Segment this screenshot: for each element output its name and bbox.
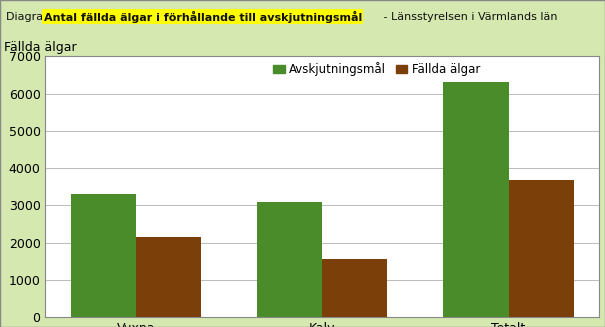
Legend: Avskjutningsmål, Fällda älgar: Avskjutningsmål, Fällda älgar <box>273 62 480 76</box>
Bar <box>257 202 322 317</box>
Bar <box>443 82 509 317</box>
Bar <box>71 194 136 317</box>
Bar <box>322 259 387 317</box>
Text: Diagram 1:: Diagram 1: <box>6 12 71 22</box>
Text: Antal fällda älgar i förhållande till avskjutningsmål: Antal fällda älgar i förhållande till av… <box>44 10 362 23</box>
Bar <box>136 237 201 317</box>
Text: Fällda älgar: Fällda älgar <box>4 41 76 54</box>
Text: - Länsstyrelsen i Värmlands län: - Länsstyrelsen i Värmlands län <box>380 12 557 22</box>
Bar <box>509 180 574 317</box>
